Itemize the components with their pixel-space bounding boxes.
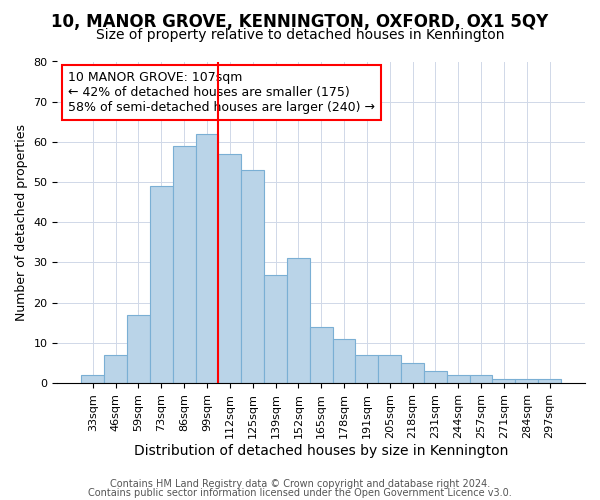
- Bar: [401, 363, 424, 383]
- Bar: [82, 375, 104, 383]
- Bar: [218, 154, 241, 383]
- Bar: [424, 371, 447, 383]
- Bar: [150, 186, 173, 383]
- Bar: [287, 258, 310, 383]
- Bar: [127, 315, 150, 383]
- Text: Contains HM Land Registry data © Crown copyright and database right 2024.: Contains HM Land Registry data © Crown c…: [110, 479, 490, 489]
- Y-axis label: Number of detached properties: Number of detached properties: [15, 124, 28, 321]
- Text: Contains public sector information licensed under the Open Government Licence v3: Contains public sector information licen…: [88, 488, 512, 498]
- Bar: [493, 379, 515, 383]
- X-axis label: Distribution of detached houses by size in Kennington: Distribution of detached houses by size …: [134, 444, 508, 458]
- Bar: [355, 355, 379, 383]
- Bar: [264, 274, 287, 383]
- Text: 10 MANOR GROVE: 107sqm
← 42% of detached houses are smaller (175)
58% of semi-de: 10 MANOR GROVE: 107sqm ← 42% of detached…: [68, 71, 375, 114]
- Bar: [470, 375, 493, 383]
- Bar: [173, 146, 196, 383]
- Text: Size of property relative to detached houses in Kennington: Size of property relative to detached ho…: [96, 28, 504, 42]
- Bar: [196, 134, 218, 383]
- Bar: [379, 355, 401, 383]
- Bar: [447, 375, 470, 383]
- Text: 10, MANOR GROVE, KENNINGTON, OXFORD, OX1 5QY: 10, MANOR GROVE, KENNINGTON, OXFORD, OX1…: [52, 12, 548, 30]
- Bar: [310, 327, 332, 383]
- Bar: [515, 379, 538, 383]
- Bar: [538, 379, 561, 383]
- Bar: [241, 170, 264, 383]
- Bar: [332, 339, 355, 383]
- Bar: [104, 355, 127, 383]
